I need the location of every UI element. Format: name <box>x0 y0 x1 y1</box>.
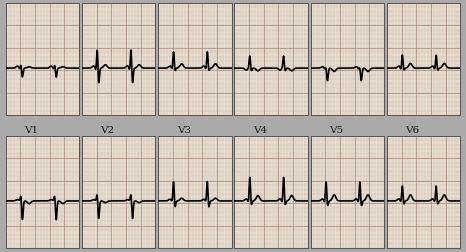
Text: V3: V3 <box>177 125 191 134</box>
Text: AVF: AVF <box>402 0 424 2</box>
Text: V4: V4 <box>253 125 267 134</box>
Text: V2: V2 <box>101 125 115 134</box>
Text: AVL: AVL <box>326 0 347 2</box>
Text: I: I <box>29 0 34 2</box>
Text: AVR: AVR <box>249 0 271 2</box>
Text: V6: V6 <box>405 125 420 134</box>
Text: V5: V5 <box>329 125 343 134</box>
Text: II: II <box>103 0 112 2</box>
Text: V1: V1 <box>24 125 38 134</box>
Text: III: III <box>178 0 190 2</box>
